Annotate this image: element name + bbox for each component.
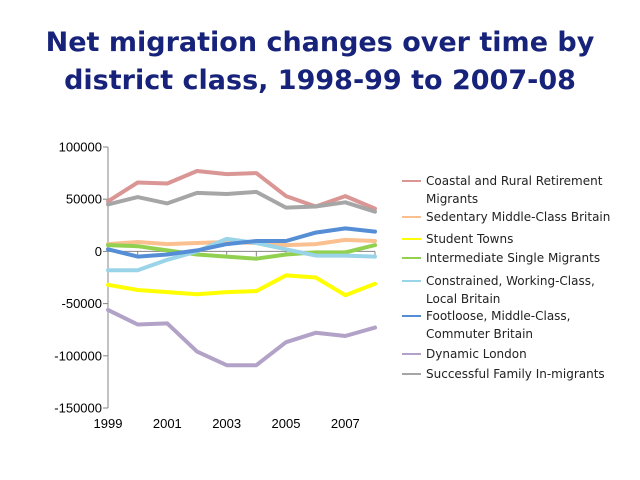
- chart-series: [106, 169, 377, 368]
- legend-label: Commuter Britain: [426, 327, 533, 341]
- legend-label: Footloose, Middle-Class,: [426, 309, 571, 323]
- legend-label: Migrants: [426, 192, 478, 206]
- y-tick-label: -50000: [62, 296, 102, 311]
- chart-legend: Coastal and Rural Retirement Migrants Sede…: [402, 174, 610, 381]
- x-tick-label: 2007: [331, 416, 360, 431]
- legend-label: Student Towns: [426, 232, 513, 246]
- x-tick-label: 2005: [272, 416, 301, 431]
- legend-label: Dynamic London: [426, 347, 527, 361]
- legend-label: Successful Family In-migrants: [426, 367, 605, 381]
- series-line-8: [106, 189, 377, 214]
- legend-label: Sedentary Middle-Class Britain: [426, 210, 610, 224]
- series-line-3: [106, 273, 377, 298]
- legend-label: Intermediate Single Migrants: [426, 251, 600, 265]
- x-tick-label: 1999: [94, 416, 123, 431]
- y-tick-label: -100000: [54, 348, 102, 363]
- x-tick-label: 2001: [153, 416, 182, 431]
- legend-label: Constrained, Working-Class,: [426, 274, 595, 288]
- y-tick-label: 50000: [66, 192, 102, 207]
- legend-label: Coastal and Rural Retirement: [426, 174, 603, 188]
- chart-title: Net migration changes over time by distr…: [45, 27, 595, 96]
- series-line-6: [106, 226, 377, 259]
- x-tick-label: 2003: [212, 416, 241, 431]
- series-line-4: [106, 243, 377, 261]
- y-tick-label: 100000: [59, 140, 102, 155]
- series-line-7: [106, 307, 377, 368]
- y-tick-label: 0: [95, 244, 102, 259]
- legend-label: Local Britain: [426, 292, 500, 306]
- series-line-1: [106, 169, 377, 211]
- y-tick-label: -150000: [54, 401, 102, 416]
